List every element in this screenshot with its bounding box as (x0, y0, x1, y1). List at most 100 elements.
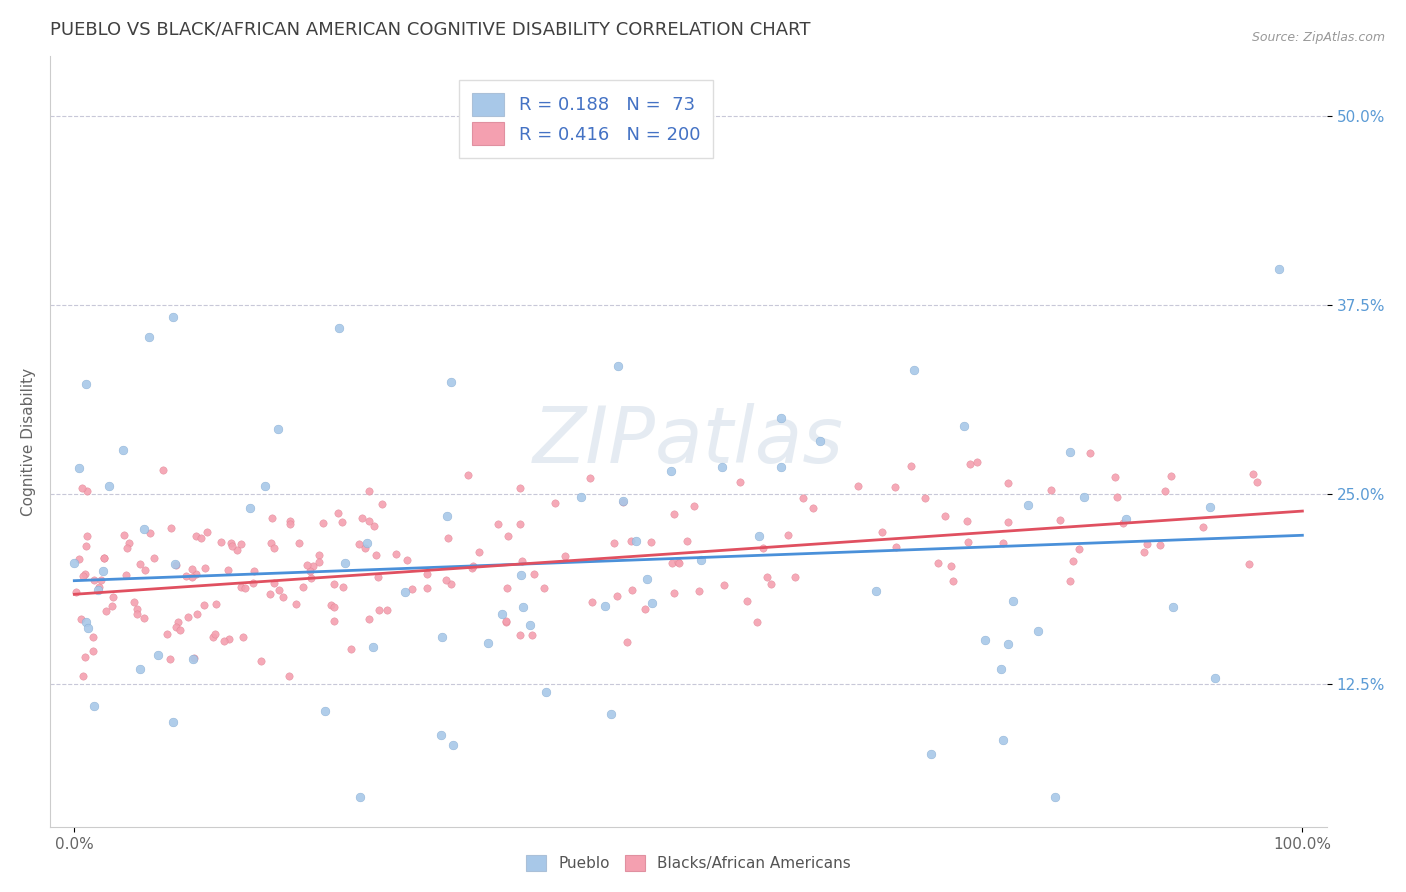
Point (165, 620, 187, 634)
Point (624, 534, 647, 549)
Point (287, 536, 309, 550)
Point (295, 558, 318, 573)
Point (1153, 484, 1175, 499)
Point (846, 478, 869, 492)
Point (204, 627, 226, 641)
Point (1078, 446, 1101, 460)
Point (242, 576, 264, 591)
Point (620, 533, 643, 548)
Point (496, 581, 519, 595)
Point (129, 662, 152, 676)
Point (997, 476, 1019, 491)
Point (93, 551, 115, 566)
Point (69, 612, 91, 626)
Point (668, 555, 690, 569)
Point (491, 607, 513, 621)
Point (509, 628, 531, 642)
Point (434, 574, 457, 588)
Point (1039, 483, 1062, 498)
Point (1191, 519, 1213, 533)
Point (76, 529, 98, 543)
Point (117, 541, 139, 555)
Point (870, 524, 893, 539)
Point (385, 547, 408, 561)
Point (966, 455, 988, 469)
Point (292, 580, 315, 594)
Point (934, 509, 956, 524)
Point (436, 531, 458, 545)
Point (163, 558, 186, 572)
Point (70, 482, 93, 496)
Point (217, 563, 239, 577)
Point (974, 633, 997, 648)
Point (177, 609, 200, 624)
Point (440, 576, 463, 591)
Point (148, 648, 170, 662)
Point (668, 557, 690, 571)
Point (1136, 537, 1159, 551)
Point (319, 599, 342, 613)
Point (1204, 671, 1226, 685)
Point (127, 607, 149, 622)
Point (101, 590, 124, 604)
Point (792, 491, 814, 505)
Point (1246, 475, 1268, 489)
Point (278, 517, 301, 532)
Point (333, 557, 356, 571)
Point (416, 582, 439, 596)
Point (67, 552, 90, 566)
Point (759, 577, 782, 591)
Point (468, 545, 491, 559)
Point (229, 537, 252, 551)
Point (232, 630, 254, 644)
Point (770, 459, 793, 474)
Point (263, 575, 285, 590)
Point (159, 652, 181, 666)
Point (314, 704, 336, 718)
Point (662, 586, 685, 600)
Point (269, 582, 291, 597)
Point (167, 615, 190, 629)
Point (477, 635, 499, 649)
Point (519, 618, 541, 632)
Point (152, 463, 174, 477)
Point (180, 562, 202, 576)
Point (83, 699, 105, 714)
Point (689, 552, 711, 566)
Point (75, 567, 97, 582)
Point (219, 535, 242, 549)
Point (616, 635, 638, 649)
Point (776, 528, 799, 542)
Point (194, 561, 217, 575)
Point (162, 715, 184, 730)
Point (495, 615, 517, 629)
Point (328, 321, 350, 335)
Point (607, 359, 630, 374)
Point (260, 535, 283, 549)
Point (183, 650, 205, 665)
Point (495, 615, 517, 630)
Point (1268, 262, 1291, 277)
Point (65, 584, 87, 599)
Point (169, 623, 191, 637)
Point (229, 580, 252, 594)
Point (181, 652, 204, 666)
Point (63, 556, 86, 570)
Point (186, 566, 208, 581)
Point (512, 600, 534, 615)
Point (117, 536, 139, 550)
Point (1026, 624, 1049, 638)
Point (186, 607, 208, 621)
Point (1002, 594, 1025, 608)
Point (250, 655, 273, 669)
Point (1149, 538, 1171, 552)
Point (82, 631, 104, 645)
Point (593, 599, 616, 614)
Point (162, 310, 184, 324)
Point (323, 614, 346, 628)
Point (165, 558, 187, 572)
Point (308, 555, 330, 569)
Point (202, 630, 225, 644)
Point (323, 599, 346, 614)
Legend: Pueblo, Blacks/African Americans: Pueblo, Blacks/African Americans (520, 848, 856, 878)
